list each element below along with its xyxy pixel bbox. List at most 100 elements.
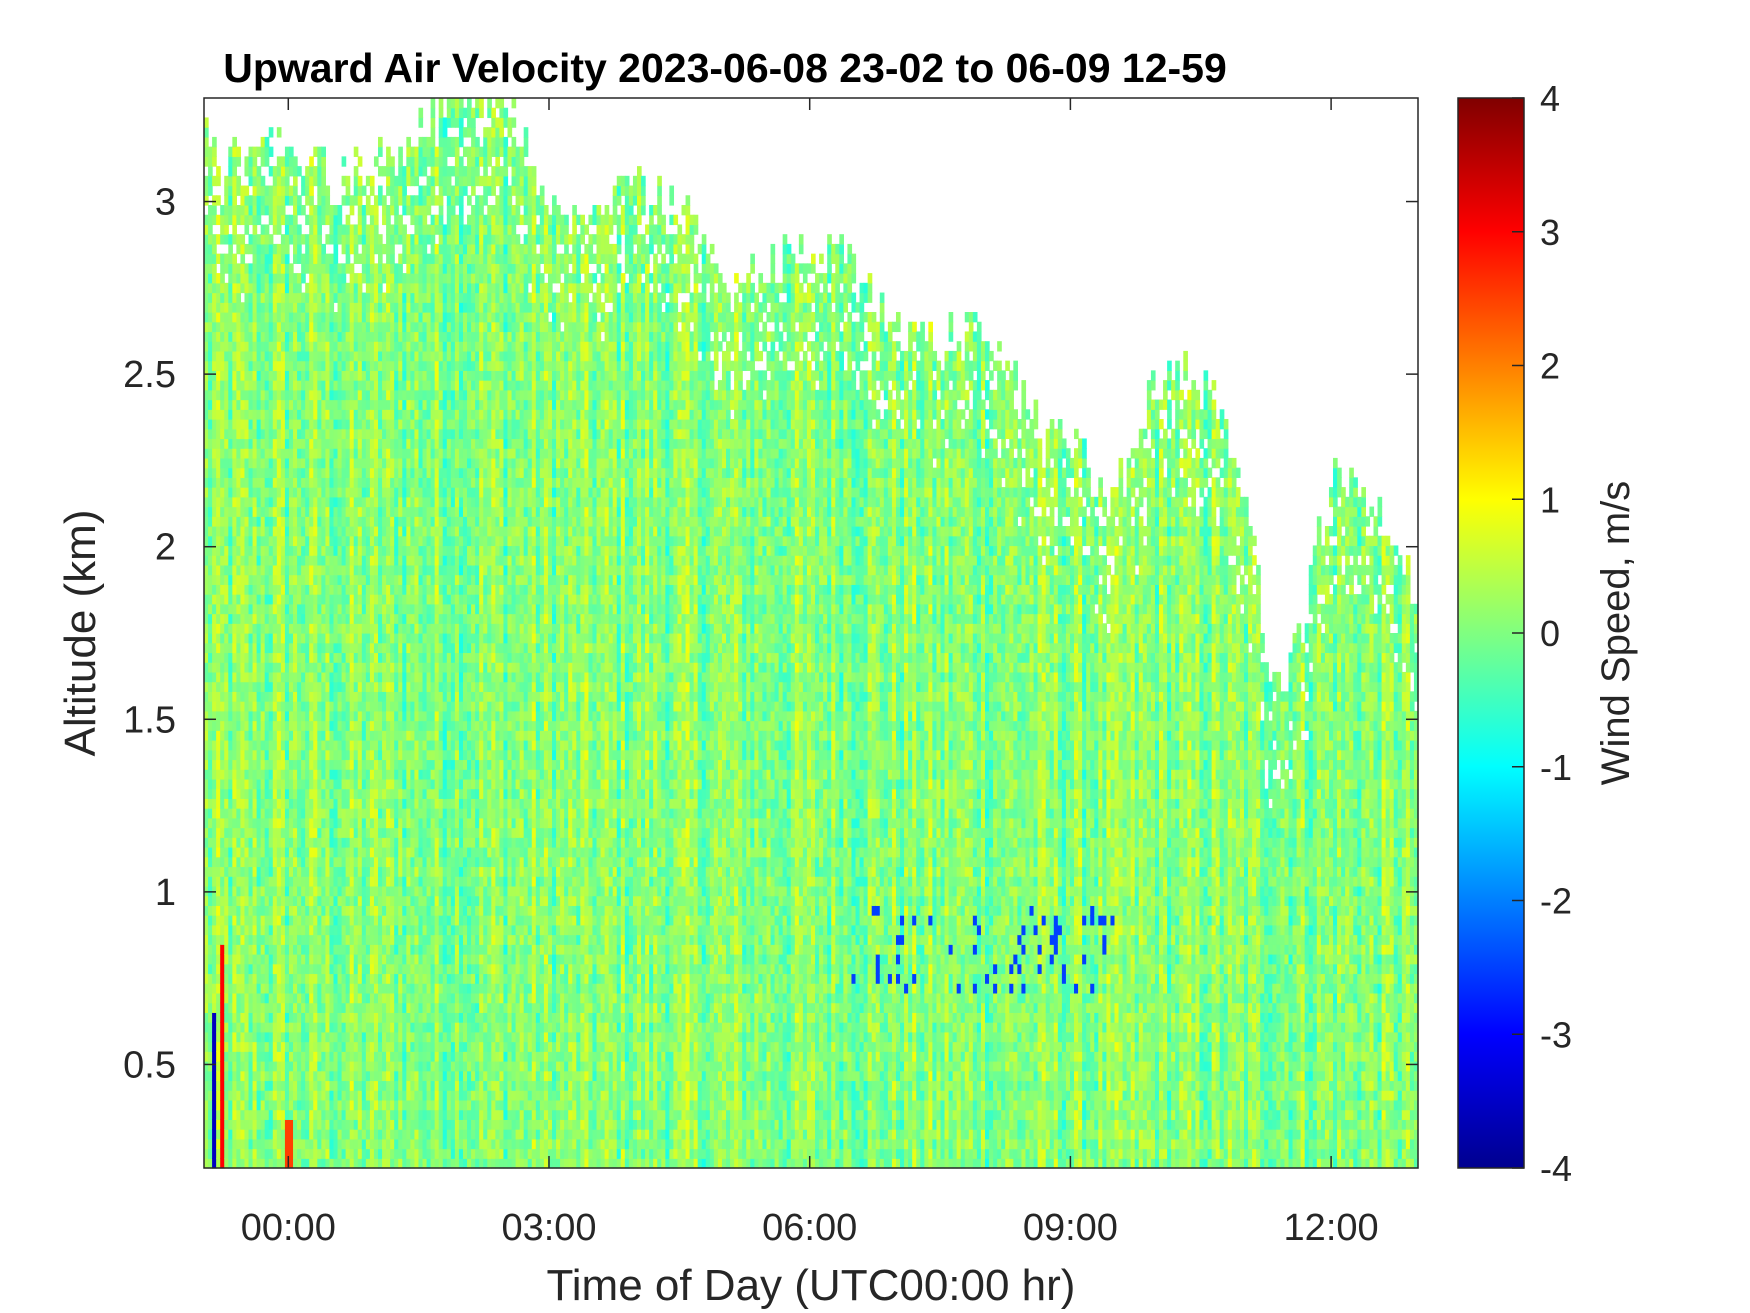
heatmap-cell (362, 808, 367, 818)
heatmap-cell (358, 769, 363, 779)
heatmap-cell (216, 458, 221, 468)
heatmap-cell (333, 429, 338, 439)
heatmap-cell (309, 400, 314, 410)
heatmap-cell (305, 691, 310, 701)
heatmap-cell (249, 351, 254, 361)
heatmap-cell (244, 526, 249, 536)
heatmap-cell (220, 380, 225, 390)
heatmap-cell (216, 438, 221, 448)
heatmap-cell (301, 682, 306, 692)
heatmap-cell (350, 195, 355, 205)
heatmap-cell (253, 691, 258, 701)
heatmap-cell (321, 886, 326, 896)
heatmap-cell (342, 944, 347, 954)
heatmap-cell (261, 740, 266, 750)
heatmap-cell (321, 497, 326, 507)
heatmap-cell (208, 691, 213, 701)
heatmap-cell (269, 623, 274, 633)
heatmap-cell (228, 312, 233, 322)
heatmap-cell (261, 886, 266, 896)
heatmap-cell (249, 1051, 254, 1061)
heatmap-cell (249, 964, 254, 974)
heatmap-cell (277, 721, 282, 731)
heatmap-cell (309, 672, 314, 682)
heatmap-cell (281, 565, 286, 575)
heatmap-cell (338, 837, 343, 847)
heatmap-cell (346, 721, 351, 731)
heatmap-cell (313, 283, 318, 293)
heatmap-cell (212, 331, 217, 341)
heatmap-cell (301, 497, 306, 507)
heatmap-cell (224, 935, 229, 945)
heatmap-cell (228, 964, 233, 974)
heatmap-cell (257, 789, 262, 799)
heatmap-cell (228, 254, 233, 264)
heatmap-cell (273, 254, 278, 264)
heatmap-cell (228, 555, 233, 565)
heatmap-cell (240, 1003, 245, 1013)
heatmap-cell (257, 711, 262, 721)
heatmap-cell (224, 993, 229, 1003)
heatmap-cell (305, 419, 310, 429)
heatmap-cell (325, 672, 330, 682)
heatmap-cell (249, 604, 254, 614)
heatmap-cell (236, 662, 241, 672)
heatmap-cell (297, 808, 302, 818)
heatmap-cell (208, 1061, 213, 1071)
heatmap-cell (257, 390, 262, 400)
heatmap-cell (216, 429, 221, 439)
heatmap-cell (281, 1012, 286, 1022)
heatmap-cell (338, 341, 343, 351)
heatmap-cell (208, 565, 213, 575)
heatmap-cell (277, 915, 282, 925)
heatmap-cell (362, 575, 367, 585)
heatmap-cell (253, 896, 258, 906)
heatmap-cell (253, 458, 258, 468)
heatmap-cell (325, 828, 330, 838)
heatmap-cell (269, 1051, 274, 1061)
heatmap-cell (224, 526, 229, 536)
heatmap-cell (317, 672, 322, 682)
heatmap-cell (362, 584, 367, 594)
heatmap-cell (273, 400, 278, 410)
heatmap-cell (342, 818, 347, 828)
heatmap-cell (289, 701, 294, 711)
heatmap-cell (313, 254, 318, 264)
heatmap-cell (366, 973, 371, 983)
heatmap-cell (261, 662, 266, 672)
heatmap-cell (313, 1012, 318, 1022)
heatmap-cell (317, 993, 322, 1003)
heatmap-cell (321, 302, 326, 312)
heatmap-cell (285, 263, 290, 273)
heatmap-cell (305, 429, 310, 439)
heatmap-cell (309, 429, 314, 439)
heatmap-cell (220, 341, 225, 351)
heatmap-cell (313, 1090, 318, 1100)
heatmap-cell (366, 1032, 371, 1042)
heatmap-cell (366, 954, 371, 964)
heatmap-cell (281, 293, 286, 303)
heatmap-cell (232, 944, 237, 954)
heatmap-cell (350, 779, 355, 789)
heatmap-cell (257, 438, 262, 448)
heatmap-cell (240, 866, 245, 876)
heatmap-cell (346, 1032, 351, 1042)
heatmap-cell (293, 779, 298, 789)
heatmap-cell (208, 847, 213, 857)
heatmap-cell (249, 380, 254, 390)
heatmap-cell (289, 623, 294, 633)
heatmap-cell (358, 750, 363, 760)
heatmap-cell (212, 526, 217, 536)
heatmap-cell (261, 691, 266, 701)
heatmap-cell (269, 925, 274, 935)
heatmap-cell (253, 156, 258, 166)
heatmap-cell (350, 935, 355, 945)
heatmap-cell (338, 711, 343, 721)
heatmap-cell (261, 701, 266, 711)
heatmap-cell (321, 458, 326, 468)
heatmap-cell (236, 1080, 241, 1090)
heatmap-cell (208, 837, 213, 847)
heatmap-cell (236, 915, 241, 925)
heatmap-cell (269, 789, 274, 799)
